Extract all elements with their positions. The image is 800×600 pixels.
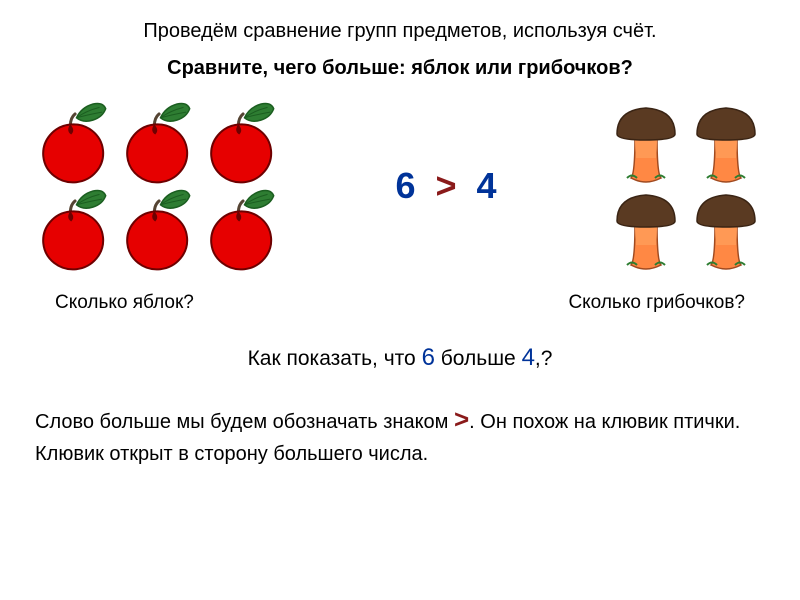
- greater-than-sign: >: [435, 165, 456, 207]
- apple-icon: [119, 187, 201, 272]
- comparison-right-number: 4: [477, 165, 497, 207]
- mushroom-icon: [687, 100, 765, 185]
- how-to-show-question: Как показать, что 6 больше 4,?: [30, 344, 770, 372]
- how-show-n1: 6: [422, 344, 435, 371]
- explanation-text: Слово больше мы будем обозначать знаком …: [30, 400, 770, 469]
- explanation-part1: Слово больше мы будем обозначать знаком: [35, 411, 454, 433]
- title-text: Проведём сравнение групп предметов, испо…: [30, 20, 770, 43]
- question-text: Сравните, чего больше: яблок или грибочк…: [30, 57, 770, 80]
- mushrooms-count-question: Сколько грибочков?: [568, 292, 745, 314]
- counts-questions-row: Сколько яблок? Сколько грибочков?: [30, 292, 770, 314]
- how-show-prefix: Как показать, что: [248, 347, 422, 370]
- visual-comparison-row: 6 > 4: [30, 100, 770, 272]
- how-show-suffix: ,?: [535, 347, 553, 370]
- how-show-n2: 4: [522, 344, 535, 371]
- comparison-left-number: 6: [395, 165, 415, 207]
- apple-icon: [203, 100, 285, 185]
- apple-icon: [35, 100, 117, 185]
- apple-icon: [119, 100, 201, 185]
- apple-icon: [35, 187, 117, 272]
- mushrooms-group: [607, 100, 765, 272]
- apples-group: [35, 100, 285, 272]
- how-show-mid: больше: [435, 347, 522, 370]
- apple-icon: [203, 187, 285, 272]
- comparison-expression: 6 > 4: [395, 165, 496, 207]
- mushroom-icon: [687, 187, 765, 272]
- apples-count-question: Сколько яблок?: [55, 292, 194, 314]
- explanation-sign: >: [454, 404, 469, 434]
- mushroom-icon: [607, 187, 685, 272]
- mushroom-icon: [607, 100, 685, 185]
